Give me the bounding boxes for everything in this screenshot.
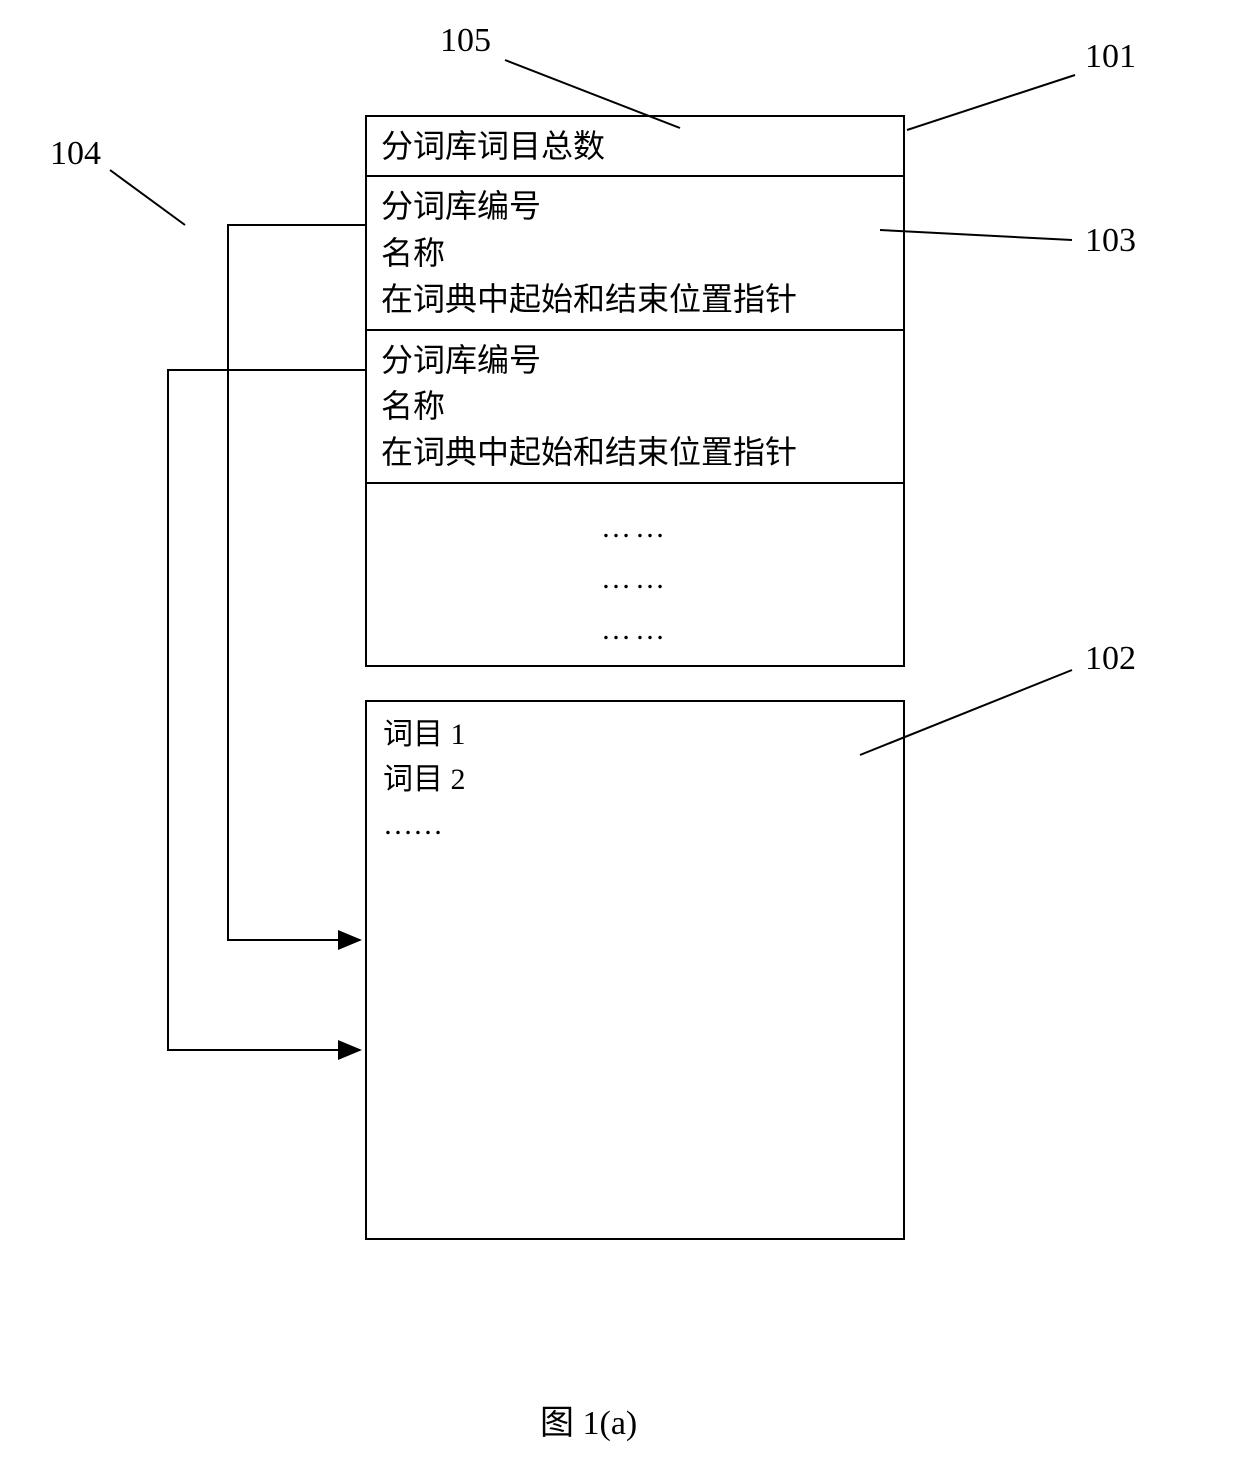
dictionary-box: 词目 1 词目 2 …… <box>365 700 905 1240</box>
figure-caption: 图 1(a) <box>540 1395 637 1444</box>
index-ellipsis: …… …… …… <box>367 484 903 665</box>
index-entry-0: 分词库编号 名称 在词典中起始和结束位置指针 <box>367 177 903 330</box>
dict-item-0: 词目 1 <box>383 712 887 757</box>
ref-104: 104 <box>50 135 101 173</box>
ellipsis-line: …… <box>367 604 903 655</box>
dict-item-ellipsis: …… <box>383 802 887 847</box>
pointer-arrow-inner <box>228 225 365 940</box>
index-header-cell: 分词库词目总数 <box>367 117 903 177</box>
index-header-text: 分词库词目总数 <box>381 128 605 164</box>
ref-101: 101 <box>1085 38 1136 76</box>
leader-103 <box>880 230 1072 240</box>
ellipsis-line: …… <box>367 553 903 604</box>
index-entry-1: 分词库编号 名称 在词典中起始和结束位置指针 <box>367 331 903 484</box>
dict-item-1: 词目 2 <box>383 757 887 802</box>
diagram-canvas: 分词库词目总数 分词库编号 名称 在词典中起始和结束位置指针 分词库编号 名称 … <box>0 0 1240 1470</box>
leader-101 <box>907 75 1075 130</box>
entry-number: 分词库编号 <box>381 337 889 383</box>
entry-pointer: 在词典中起始和结束位置指针 <box>381 276 889 322</box>
entry-pointer: 在词典中起始和结束位置指针 <box>381 429 889 475</box>
ref-105: 105 <box>440 22 491 60</box>
index-table-box: 分词库词目总数 分词库编号 名称 在词典中起始和结束位置指针 分词库编号 名称 … <box>365 115 905 667</box>
ref-102: 102 <box>1085 640 1136 678</box>
ellipsis-line: …… <box>367 502 903 553</box>
leader-104 <box>110 170 185 225</box>
ref-103: 103 <box>1085 222 1136 260</box>
entry-name: 名称 <box>381 383 889 429</box>
entry-number: 分词库编号 <box>381 183 889 229</box>
pointer-arrow-outer <box>168 370 365 1050</box>
entry-name: 名称 <box>381 230 889 276</box>
